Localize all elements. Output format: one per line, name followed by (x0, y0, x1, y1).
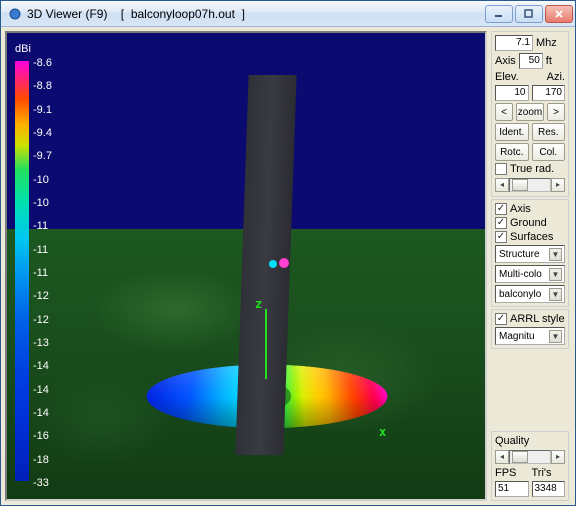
checkbox-icon: ✓ (495, 217, 507, 229)
zoom-out-button[interactable]: < (495, 103, 513, 121)
colorbar-tick: -13 (33, 337, 49, 349)
colorbar-tick: -9.7 (33, 150, 52, 162)
elev-input[interactable]: 10 (495, 85, 529, 101)
colorbar-tick: -14 (33, 384, 49, 396)
zoom-label-button[interactable]: zoom (516, 103, 544, 121)
res-button[interactable]: Res. (532, 123, 566, 141)
title-filename: balconyloop07h.out (131, 7, 235, 21)
viewport-3d[interactable]: z x dBi -8.6 -8.8 -9.1 -9.4 -9.7 -10 -10 -11 -11… (5, 31, 487, 501)
checkbox-icon (495, 163, 507, 175)
colorbar-unit: dBi (15, 43, 31, 55)
arrl-checkbox[interactable]: ✓ARRL style (495, 313, 565, 325)
panel-quality: Quality ◂ ▸ FPS Tri's 51 3348 (491, 431, 569, 501)
chevron-right-icon[interactable]: ▸ (551, 450, 565, 464)
chevron-down-icon: ▼ (549, 288, 562, 301)
panel-display: ✓Axis ✓Ground ✓Surfaces Structure▼ Multi… (491, 199, 569, 307)
file-value: balconylo (499, 289, 541, 300)
quality-slider[interactable]: ◂ ▸ (495, 449, 565, 465)
colorbar-tick: -8.6 (33, 57, 52, 69)
titlebar[interactable]: 3D Viewer (F9) [ balconyloop07h.out ] (1, 1, 575, 27)
colorbar-tick: -9.4 (33, 127, 52, 139)
chevron-down-icon: ▼ (549, 248, 562, 261)
window-frame: 3D Viewer (F9) [ balconyloop07h.out ] z … (0, 0, 576, 506)
tris-label: Tri's (532, 467, 566, 479)
file-select[interactable]: balconylo ▼ (495, 285, 565, 303)
surfaces-checkbox[interactable]: ✓Surfaces (495, 231, 565, 243)
color-select[interactable]: Multi-colo ▼ (495, 265, 565, 283)
window-buttons (485, 5, 573, 23)
axis-size-input[interactable]: 50 (519, 53, 543, 69)
app-icon (7, 6, 23, 22)
colorbar-tick: -9.1 (33, 104, 52, 116)
colorbar-tick: -10 (33, 174, 49, 186)
structure-select[interactable]: Structure ▼ (495, 245, 565, 263)
window-title: 3D Viewer (F9) [ balconyloop07h.out ] (27, 7, 485, 21)
x-axis-label: x (379, 425, 386, 439)
colorbar-tick: -18 (33, 454, 49, 466)
chevron-right-icon[interactable]: ▸ (551, 178, 565, 192)
checkbox-icon: ✓ (495, 203, 507, 215)
colorbar-tick: -10 (33, 197, 49, 209)
azi-label: Azi. (532, 71, 566, 83)
surfaces-cb-label: Surfaces (510, 231, 553, 243)
colorbar-tick: -12 (33, 314, 49, 326)
azi-input[interactable]: 170 (532, 85, 566, 101)
magnitude-select[interactable]: Magnitu ▼ (495, 327, 565, 345)
minimize-button[interactable] (485, 5, 513, 23)
colorbar-tick: -11 (33, 220, 48, 232)
chevron-left-icon[interactable]: ◂ (495, 450, 509, 464)
panel-arrl: ✓ARRL style Magnitu ▼ (491, 309, 569, 349)
colorbar-tick: -14 (33, 407, 49, 419)
true-rad-label: True rad. (510, 163, 554, 175)
true-rad-checkbox[interactable]: True rad. (495, 163, 565, 175)
colorbar-tick: -16 (33, 430, 49, 442)
structure-value: Structure (499, 249, 540, 260)
colorbar-tick: -8.8 (33, 80, 52, 92)
ground-checkbox[interactable]: ✓Ground (495, 217, 565, 229)
colorbar-tick: -33 (33, 477, 49, 489)
colorbar (15, 61, 29, 481)
z-axis-label: z (255, 297, 262, 311)
axis-cb-label: Axis (510, 203, 531, 215)
panel-view: 7.1 Mhz Axis 50 ft Elev. Azi. 10 170 < (491, 31, 569, 197)
fps-value: 51 (495, 481, 529, 497)
chevron-down-icon: ▼ (549, 268, 562, 281)
checkbox-icon: ✓ (495, 231, 507, 243)
fps-label: FPS (495, 467, 529, 479)
rotc-button[interactable]: Rotc. (495, 143, 529, 161)
color-value: Multi-colo (499, 269, 542, 280)
freq-unit: Mhz (536, 37, 557, 49)
sidebar: 7.1 Mhz Axis 50 ft Elev. Azi. 10 170 < (491, 31, 571, 501)
title-main: 3D Viewer (F9) (27, 7, 107, 21)
true-rad-slider[interactable]: ◂ ▸ (495, 177, 565, 193)
chevron-left-icon[interactable]: ◂ (495, 178, 509, 192)
window-body: z x dBi -8.6 -8.8 -9.1 -9.4 -9.7 -10 -10 -11 -11… (1, 27, 575, 505)
tris-value: 3348 (532, 481, 566, 497)
quality-label: Quality (495, 435, 565, 447)
ground-cb-label: Ground (510, 217, 547, 229)
freq-input[interactable]: 7.1 (495, 35, 533, 51)
chevron-down-icon: ▼ (549, 330, 562, 343)
arrl-cb-label: ARRL style (510, 313, 565, 325)
close-button[interactable] (545, 5, 573, 23)
col-button[interactable]: Col. (532, 143, 566, 161)
feed-marker (269, 258, 289, 268)
axis-size-unit: ft (546, 55, 552, 67)
elev-label: Elev. (495, 71, 529, 83)
colorbar-tick: -11 (33, 244, 48, 256)
axis-size-label: Axis (495, 55, 516, 67)
axis-checkbox[interactable]: ✓Axis (495, 203, 565, 215)
colorbar-tick: -11 (33, 267, 48, 279)
maximize-button[interactable] (515, 5, 543, 23)
checkbox-icon: ✓ (495, 313, 507, 325)
colorbar-tick: -12 (33, 290, 49, 302)
zoom-in-button[interactable]: > (547, 103, 565, 121)
magnitude-value: Magnitu (499, 331, 535, 342)
colorbar-tick: -14 (33, 360, 49, 372)
ident-button[interactable]: Ident. (495, 123, 529, 141)
z-axis-line (265, 309, 267, 379)
